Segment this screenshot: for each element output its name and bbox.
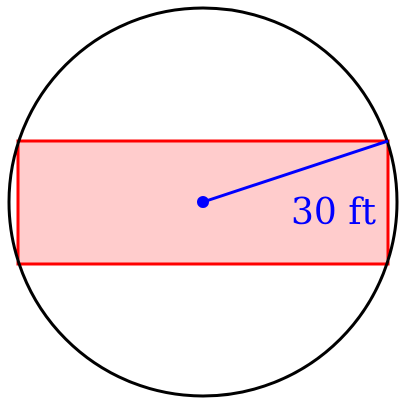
radius-label: 30 ft (291, 192, 377, 233)
center-point (197, 196, 209, 208)
radius-line (202, 139, 389, 204)
outer-circle (7, 6, 399, 398)
